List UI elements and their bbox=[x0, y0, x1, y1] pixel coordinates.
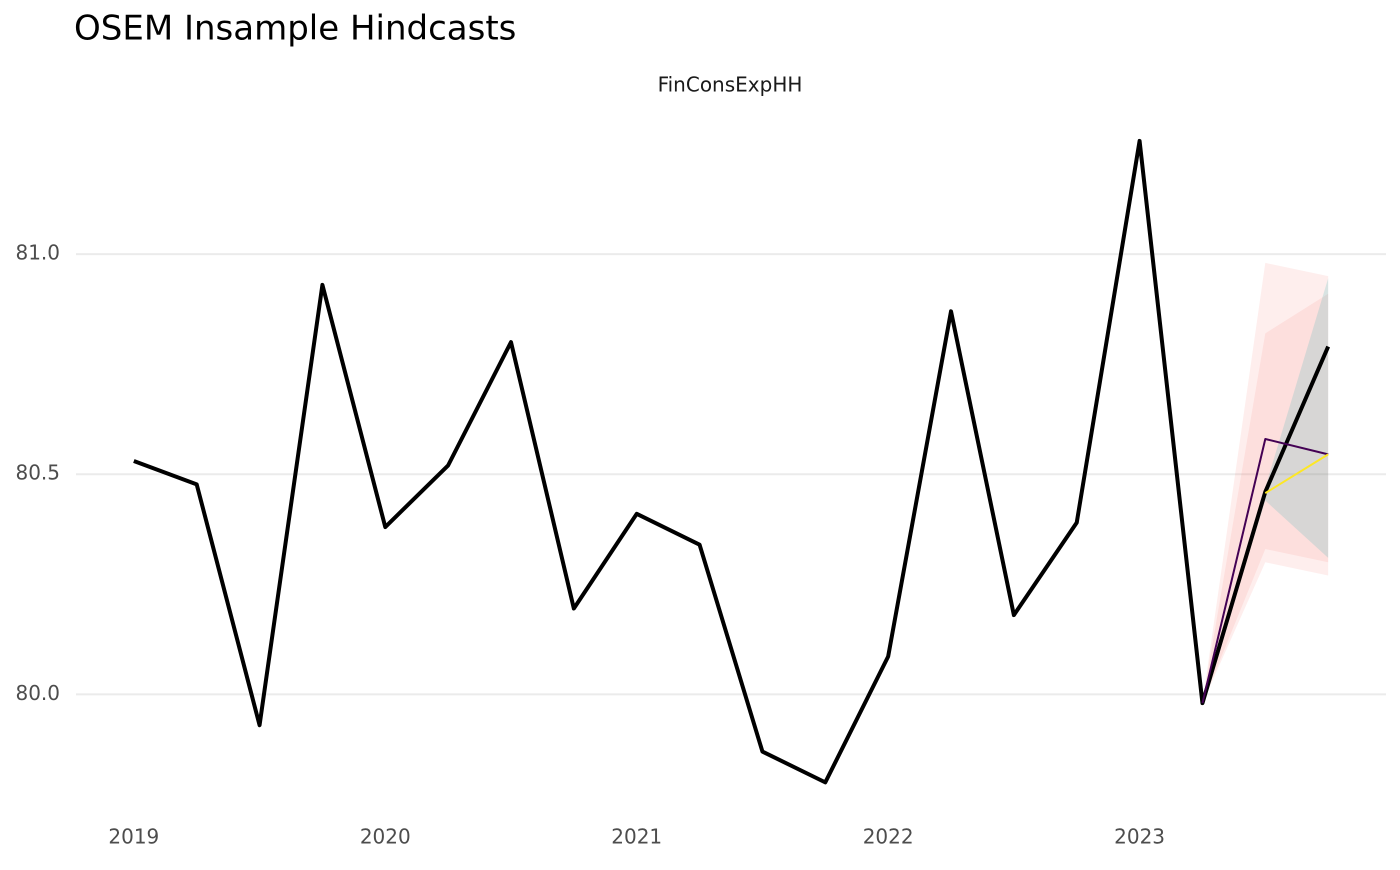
x-tick-label: 2022 bbox=[863, 825, 914, 849]
x-tick-label: 2021 bbox=[611, 825, 662, 849]
y-tick-label: 80.5 bbox=[15, 461, 60, 485]
x-tick-label: 2020 bbox=[360, 825, 411, 849]
series-line bbox=[1264, 453, 1329, 494]
y-tick-label: 80.0 bbox=[15, 681, 60, 705]
chart-title: OSEM Insample Hindcasts bbox=[74, 9, 516, 49]
y-tick-label: 81.0 bbox=[15, 241, 60, 265]
series-line bbox=[1201, 437, 1329, 704]
series-line bbox=[133, 138, 1331, 785]
facet-label: FinConsExpHH bbox=[658, 73, 803, 97]
x-tick-label: 2023 bbox=[1114, 825, 1165, 849]
x-tick-label: 2019 bbox=[108, 825, 159, 849]
